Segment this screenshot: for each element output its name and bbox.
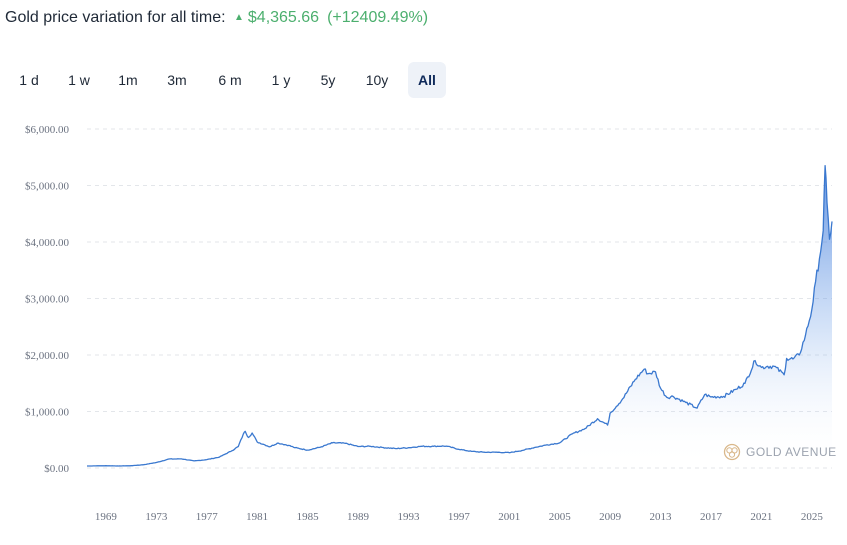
range-1m-button[interactable]: 1m bbox=[118, 72, 138, 88]
gold-avenue-logo-icon bbox=[723, 443, 741, 461]
price-change-group: ▲ $4,365.66 (+12409.49%) bbox=[234, 9, 428, 26]
x-axis: 1969 1973 1977 1981 1985 1989 1993 1997 2001 2005… bbox=[95, 511, 823, 523]
x-tick-label: 1989 bbox=[347, 511, 370, 523]
range-5y-button[interactable]: 5y bbox=[320, 72, 336, 88]
watermark-logo: GOLD AVENUE bbox=[723, 443, 837, 461]
x-tick-label: 1993 bbox=[397, 511, 420, 523]
watermark-text: GOLD AVENUE bbox=[746, 445, 837, 459]
x-tick-label: 2001 bbox=[498, 511, 520, 523]
y-tick-label: $5,000.00 bbox=[25, 181, 70, 193]
x-tick-label: 1969 bbox=[95, 511, 118, 523]
y-tick-label: $2,000.00 bbox=[25, 350, 70, 362]
range-all-button[interactable]: All bbox=[408, 62, 446, 98]
current-price: $4,365.66 bbox=[247, 9, 320, 26]
x-tick-label: 1997 bbox=[448, 511, 471, 523]
x-tick-label: 2013 bbox=[650, 511, 673, 523]
y-tick-label: $6,000.00 bbox=[25, 124, 70, 136]
range-6m-button[interactable]: 6 m bbox=[218, 72, 242, 88]
y-tick-label: $0.00 bbox=[44, 463, 69, 475]
range-10y-button[interactable]: 10y bbox=[365, 72, 389, 88]
x-tick-label: 2017 bbox=[700, 511, 723, 523]
price-header: Gold price variation for all time: ▲ $4,3… bbox=[5, 9, 428, 27]
range-3m-button[interactable]: 3m bbox=[167, 72, 187, 88]
range-1w-button[interactable]: 1 w bbox=[68, 72, 90, 88]
x-tick-label: 1981 bbox=[246, 511, 268, 523]
range-1y-button[interactable]: 1 y bbox=[271, 72, 291, 88]
percent-change: (+12409.49%) bbox=[327, 9, 429, 26]
x-tick-label: 2005 bbox=[549, 511, 572, 523]
x-tick-label: 2009 bbox=[599, 511, 622, 523]
x-tick-label: 1977 bbox=[196, 511, 219, 523]
range-1d-button[interactable]: 1 d bbox=[19, 72, 39, 88]
y-tick-label: $1,000.00 bbox=[25, 407, 70, 419]
x-tick-label: 1973 bbox=[145, 511, 168, 523]
up-arrow-icon: ▲ bbox=[233, 12, 244, 23]
x-tick-label: 2021 bbox=[750, 511, 772, 523]
price-area bbox=[87, 165, 832, 468]
y-tick-label: $3,000.00 bbox=[25, 294, 70, 306]
x-tick-label: 1985 bbox=[297, 511, 320, 523]
y-tick-label: $4,000.00 bbox=[25, 237, 70, 249]
y-axis: $0.00 $1,000.00 $2,000.00 $3,000.00 $4,000.0… bbox=[25, 124, 70, 475]
header-label: Gold price variation for all time: bbox=[5, 9, 226, 26]
x-tick-label: 2025 bbox=[801, 511, 824, 523]
price-line bbox=[87, 165, 833, 467]
